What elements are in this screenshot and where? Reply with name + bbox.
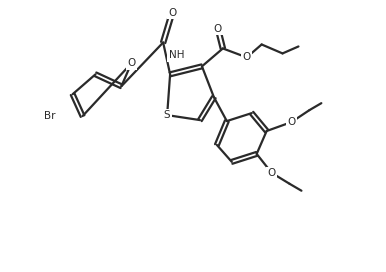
Text: Br: Br: [44, 111, 56, 121]
Text: NH: NH: [169, 50, 184, 60]
Text: S: S: [164, 110, 171, 120]
Text: O: O: [242, 52, 251, 62]
Text: O: O: [267, 168, 276, 178]
Text: O: O: [168, 8, 176, 18]
Text: O: O: [214, 24, 222, 33]
Text: O: O: [127, 58, 135, 68]
Text: O: O: [287, 117, 296, 127]
